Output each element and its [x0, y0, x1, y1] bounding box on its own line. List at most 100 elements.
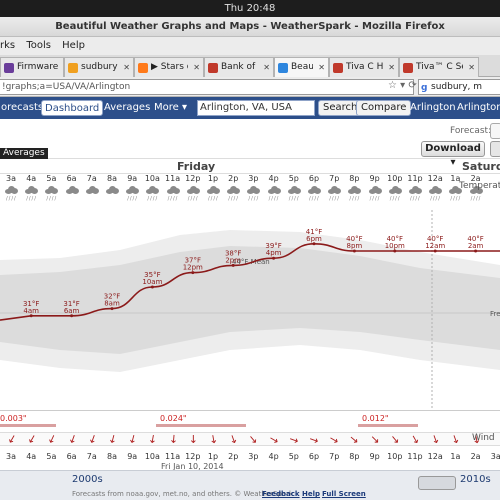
hour-tick-label: 10a	[144, 452, 160, 461]
hour-tick-label: 6p	[308, 174, 320, 183]
browser-tab[interactable]: Tiva™ C Se... ✕	[399, 57, 479, 77]
hour-tick-label: 6a	[66, 174, 77, 183]
tab-favicon-icon	[278, 62, 288, 73]
tab-close-icon[interactable]: ✕	[318, 63, 325, 72]
wind-arrow-icon: ↓	[188, 433, 199, 446]
hour-tick-label: 8a	[107, 452, 117, 461]
temperature-point	[150, 285, 154, 289]
menu-help[interactable]: Help	[62, 40, 85, 51]
tab-close-icon[interactable]: ✕	[123, 63, 130, 72]
bookmark-star-icon[interactable]: ☆ ▾ ⟳	[388, 80, 417, 91]
hour-tick-label: 3p	[248, 174, 259, 183]
recent-location-1[interactable]: Arlington	[410, 102, 456, 113]
rain-icon: ////	[208, 196, 219, 202]
hour-tick-label: 5p	[288, 452, 299, 461]
url-input[interactable]: !graphs;a=USA/VA/Arlington	[0, 79, 414, 95]
rain-icon: ////	[187, 196, 199, 202]
hour-tick-label: 5a	[46, 174, 57, 183]
averages-tag[interactable]: Averages	[0, 148, 48, 159]
nav-dashboard[interactable]: Dashboard	[41, 100, 104, 116]
temperature-line	[0, 242, 500, 321]
options-button[interactable]	[490, 141, 500, 157]
cloud-icon	[287, 186, 301, 194]
hour-axis-bottom: 3a 4a 5a 6a 7a 8a 9a 10a 11a 12p 1p 2p 3p 4p 5p 6p 7p 8p 9…	[0, 452, 500, 464]
hour-tick-label: 8a	[107, 174, 117, 183]
browser-tab[interactable]: ▶ Stars of... ✕	[134, 57, 204, 77]
nav-forecasts[interactable]: orecasts	[1, 102, 44, 113]
tab-close-icon[interactable]: ✕	[388, 63, 395, 72]
cloud-icon	[146, 186, 160, 194]
forecast-select[interactable]	[490, 123, 500, 139]
cloud-icon	[267, 186, 281, 194]
browser-tab[interactable]: Tiva C Har... ✕	[329, 57, 399, 77]
download-button[interactable]: Download ▾	[421, 141, 485, 168]
recent-location-2[interactable]: Arlington	[457, 102, 500, 113]
temperature-time-label: 6pm	[306, 235, 322, 243]
hour-tick-label: 6a	[66, 452, 77, 461]
temperature-point	[29, 314, 33, 318]
hour-tick-label: 9p	[369, 174, 380, 183]
precip-bar	[156, 424, 246, 427]
nav-more[interactable]: More ▾	[154, 102, 187, 113]
cloud-icon	[247, 186, 261, 194]
fullscreen-link[interactable]: Full Screen	[322, 490, 366, 498]
hour-tick-label: 12a	[427, 452, 443, 461]
tab-close-icon[interactable]: ✕	[263, 63, 270, 72]
freezing-label: Fre	[490, 310, 500, 318]
rain-icon: ////	[167, 196, 179, 202]
menu-tools[interactable]: Tools	[26, 40, 51, 51]
rain-icon: ////	[26, 196, 37, 202]
tab-favicon-icon	[4, 62, 14, 73]
temperature-point	[393, 249, 397, 253]
cloud-icon	[227, 186, 241, 194]
hour-tick-label: 3a	[6, 174, 16, 183]
tab-favicon-icon	[138, 62, 148, 73]
rain-icon: ////	[369, 196, 381, 202]
hour-tick-label: 9a	[127, 452, 138, 461]
tab-label: Firmware ...	[17, 62, 60, 72]
wind-arrow-icon: ↓	[4, 431, 20, 448]
rain-icon: ////	[389, 196, 401, 202]
wind-arrow-icon: ↓	[207, 432, 220, 447]
wind-arrow-icon: ↓	[286, 433, 302, 447]
timeline-handle[interactable]	[418, 476, 456, 490]
temperature-label: Temperatu	[459, 181, 500, 191]
hour-tick-label: 5a	[46, 452, 57, 461]
date-label: Fri Jan 10, 2014	[161, 462, 224, 471]
timeline-bar[interactable]	[0, 470, 500, 500]
navigation-toolbar: !graphs;a=USA/VA/Arlington ☆ ▾ ⟳ g sudbu…	[0, 77, 500, 97]
cloud-icon	[368, 186, 382, 194]
rain-icon: ////	[410, 196, 421, 202]
footer: Forecasts from noaa.gov, met.no, and oth…	[0, 490, 500, 500]
wind-arrow-icon: ↓	[45, 431, 60, 448]
menu-bookmarks[interactable]: rks	[0, 40, 16, 51]
browser-tab[interactable]: sudbury m... ✕	[64, 57, 134, 77]
temperature-time-label: 8pm	[347, 242, 363, 250]
rain-icon: ////	[268, 196, 280, 202]
browser-tab[interactable]: Firmware ...	[0, 57, 64, 77]
hour-tick-label: 4a	[26, 174, 37, 183]
city-input[interactable]: Arlington, VA, USA	[197, 100, 315, 116]
nav-averages[interactable]: Averages	[104, 102, 151, 113]
decade-right[interactable]: 2010s	[460, 474, 491, 485]
decade-left[interactable]: 2000s	[72, 474, 103, 485]
hour-tick-label: 9p	[369, 452, 380, 461]
cloud-icon	[328, 186, 342, 194]
compare-button[interactable]: Compare	[356, 100, 412, 116]
help-link[interactable]: Help	[302, 490, 321, 498]
cloud-icon	[348, 186, 362, 194]
temperature-chart[interactable]: 44°F Mean Fre 31°F4am31°F6am32°F8am35°F1…	[0, 210, 500, 410]
cloud-icon	[207, 186, 220, 194]
tab-strip: Firmware ...sudbury m...✕▶ Stars of...✕B…	[0, 55, 500, 77]
browser-tab[interactable]: Beautif... ✕	[274, 57, 329, 77]
tab-favicon-icon	[333, 62, 343, 73]
google-icon: g	[421, 83, 428, 93]
browser-tab[interactable]: Bank of A... ✕	[204, 57, 274, 77]
wind-arrow-icon: ↓	[266, 432, 282, 448]
search-input[interactable]: g sudbury, m	[418, 79, 500, 95]
rain-icon: ////	[228, 196, 239, 202]
temperature-value-label: 31°F	[23, 300, 39, 308]
tab-close-icon[interactable]: ✕	[468, 63, 475, 72]
tab-close-icon[interactable]: ✕	[193, 63, 200, 72]
feedback-link[interactable]: Feedback	[262, 490, 300, 498]
